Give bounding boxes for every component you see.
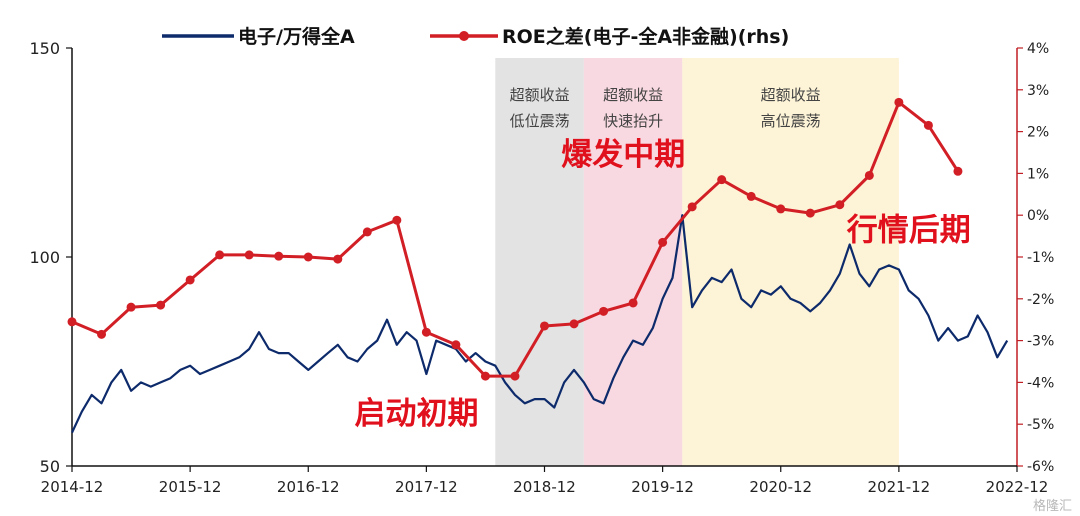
series-marker bbox=[805, 208, 815, 218]
x-tick-label: 2017-12 bbox=[395, 478, 458, 496]
y-right-tick-label: 3% bbox=[1027, 83, 1049, 99]
series-marker bbox=[569, 319, 579, 329]
watermark: 格隆汇 bbox=[1032, 499, 1072, 514]
y-right-tick-label: -2% bbox=[1027, 292, 1054, 308]
series-marker bbox=[658, 237, 668, 247]
series-marker bbox=[451, 340, 461, 350]
series-marker bbox=[746, 191, 756, 201]
series-marker bbox=[97, 329, 107, 339]
y-right-tick-label: 0% bbox=[1027, 208, 1049, 224]
region-label: 快速抬升 bbox=[603, 112, 663, 130]
region-label: 高位震荡 bbox=[761, 112, 821, 130]
series-marker bbox=[421, 327, 431, 337]
series-marker bbox=[392, 215, 402, 225]
y-right-tick-label: 4% bbox=[1027, 41, 1049, 57]
series-marker bbox=[303, 252, 313, 262]
phase-label: 爆发中期 bbox=[561, 137, 685, 173]
series-marker bbox=[362, 227, 372, 237]
series-marker bbox=[480, 371, 490, 381]
y-right-tick-label: -6% bbox=[1027, 459, 1054, 475]
y-right-tick-label: 2% bbox=[1027, 125, 1049, 141]
x-tick-label: 2018-12 bbox=[513, 478, 576, 496]
series-marker bbox=[510, 371, 520, 381]
shaded-region-3 bbox=[682, 58, 899, 466]
y-left-tick-label: 150 bbox=[29, 39, 60, 58]
series-marker bbox=[599, 306, 609, 316]
x-tick-label: 2020-12 bbox=[749, 478, 812, 496]
y-left-tick-label: 100 bbox=[29, 248, 60, 267]
y-right-tick-label: 1% bbox=[1027, 166, 1049, 182]
y-right-tick-label: -1% bbox=[1027, 250, 1054, 266]
series-marker bbox=[156, 300, 166, 310]
legend: 电子/万得全A ROE之差(电子-全A非金融)(rhs) bbox=[162, 25, 789, 48]
phase-label: 行情后期 bbox=[846, 212, 971, 248]
series-marker bbox=[864, 170, 874, 180]
x-tick-label: 2014-12 bbox=[41, 478, 104, 496]
legend-label-1: 电子/万得全A bbox=[238, 25, 355, 48]
series-marker bbox=[717, 175, 727, 185]
x-tick-label: 2016-12 bbox=[277, 478, 340, 496]
x-tick-label: 2021-12 bbox=[868, 478, 931, 496]
shaded-region-2 bbox=[583, 58, 683, 466]
y-right-tick-label: -5% bbox=[1027, 417, 1054, 433]
series-marker bbox=[687, 202, 697, 212]
phase-label: 启动初期 bbox=[355, 396, 479, 432]
y-right-tick-label: -4% bbox=[1027, 375, 1054, 391]
series-marker bbox=[628, 298, 638, 308]
series-marker bbox=[67, 317, 77, 327]
legend-label-2: ROE之差(电子-全A非金融)(rhs) bbox=[502, 25, 789, 48]
series-marker bbox=[540, 321, 549, 331]
series-marker bbox=[185, 275, 195, 285]
series-marker bbox=[923, 120, 933, 130]
series-marker bbox=[244, 250, 254, 260]
series-marker bbox=[126, 302, 136, 312]
x-tick-label: 2022-12 bbox=[986, 478, 1049, 496]
series-1 bbox=[71, 214, 1009, 434]
series-marker bbox=[215, 250, 225, 260]
series-marker bbox=[953, 166, 963, 176]
series-line bbox=[71, 214, 1009, 434]
series-2 bbox=[67, 97, 963, 381]
region-label: 低位震荡 bbox=[510, 112, 570, 130]
y-left-tick-label: 50 bbox=[40, 457, 60, 476]
series-marker bbox=[835, 200, 845, 210]
y-right-tick-label: -3% bbox=[1027, 334, 1054, 350]
series-marker bbox=[776, 204, 786, 214]
region-label: 超额收益 bbox=[510, 86, 570, 104]
x-tick-label: 2019-12 bbox=[631, 478, 694, 496]
series-marker bbox=[274, 251, 284, 261]
legend-marker-2 bbox=[459, 31, 469, 41]
series-marker bbox=[333, 254, 343, 264]
region-label: 超额收益 bbox=[761, 86, 821, 104]
region-label: 超额收益 bbox=[603, 86, 663, 104]
series-marker bbox=[894, 97, 904, 107]
x-tick-label: 2015-12 bbox=[159, 478, 222, 496]
